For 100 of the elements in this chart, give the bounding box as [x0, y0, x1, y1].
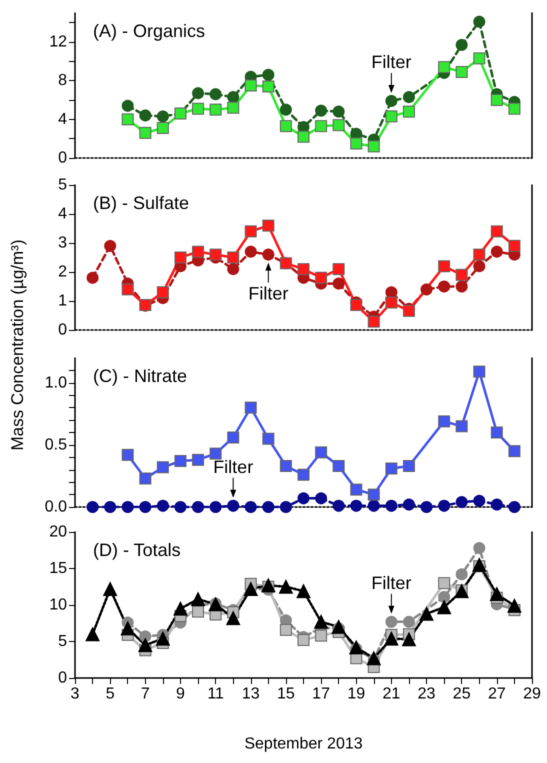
point — [456, 496, 468, 508]
y-tick-label: 4 — [58, 110, 68, 128]
x-tick-label: 29 — [523, 686, 541, 702]
point — [86, 272, 99, 284]
point — [315, 120, 328, 132]
chart-title: (B) - Sulfate — [93, 193, 190, 213]
point — [349, 640, 364, 654]
point — [122, 448, 134, 461]
point — [473, 16, 486, 28]
point — [298, 492, 310, 504]
point — [456, 420, 468, 432]
point — [192, 87, 204, 100]
point — [402, 460, 415, 472]
point — [156, 632, 170, 646]
point — [227, 263, 240, 276]
point — [244, 402, 257, 414]
y-tick-label: 0 — [58, 322, 68, 338]
chart-title: (D) - Totals — [93, 540, 181, 560]
x-tick-label: 13 — [242, 686, 260, 702]
point — [490, 426, 503, 438]
point — [490, 246, 503, 258]
y-tick-label: 2 — [58, 264, 68, 280]
point — [368, 500, 380, 512]
point — [226, 611, 240, 626]
x-tick-label: 15 — [277, 686, 295, 702]
point — [438, 590, 450, 603]
point — [385, 296, 398, 308]
point — [227, 102, 240, 114]
point — [490, 587, 504, 602]
point — [473, 248, 486, 261]
y-tick-label: 15 — [49, 560, 68, 577]
point — [490, 94, 503, 106]
point — [315, 104, 328, 117]
point — [210, 88, 222, 100]
point — [139, 126, 152, 139]
point — [366, 651, 381, 666]
point — [262, 248, 274, 261]
point — [332, 106, 345, 118]
chart-title: (C) - Nitrate — [93, 366, 187, 386]
point — [227, 500, 240, 512]
point — [192, 246, 204, 258]
point — [507, 598, 522, 613]
x-tick-label: 7 — [140, 686, 150, 702]
point — [173, 602, 188, 616]
point — [104, 501, 116, 513]
point — [438, 61, 450, 74]
y-axis-title: Mass Concentration (µg/m³) — [8, 239, 28, 451]
point — [104, 240, 116, 252]
point — [438, 415, 450, 428]
y-tick-label: 5 — [58, 176, 68, 194]
point — [192, 102, 204, 115]
chart-title: (A) - Organics — [93, 21, 206, 41]
point — [192, 606, 204, 618]
y-tick-label: 20 — [49, 524, 68, 540]
point — [139, 630, 152, 642]
point — [192, 454, 204, 466]
x-tick-label: 3 — [70, 686, 80, 702]
point — [332, 620, 346, 634]
point — [244, 80, 257, 92]
y-tick-label: 10 — [49, 596, 68, 614]
y-tick-label: 5 — [58, 633, 68, 650]
point — [508, 501, 520, 513]
point — [315, 272, 328, 284]
y-tick-label: 1.0 — [44, 374, 68, 392]
point — [139, 109, 152, 122]
point — [156, 110, 169, 122]
x-axis-title: September 2013 — [244, 736, 363, 752]
point — [456, 66, 468, 78]
point — [385, 462, 398, 475]
point — [368, 316, 380, 328]
point — [385, 94, 398, 107]
point — [456, 568, 468, 580]
point — [122, 113, 134, 126]
point — [332, 500, 345, 512]
point — [315, 492, 328, 504]
point — [280, 460, 292, 472]
point — [472, 558, 486, 572]
point — [438, 280, 450, 292]
x-tick-label: 5 — [106, 686, 115, 702]
point — [350, 500, 362, 512]
point — [262, 220, 274, 232]
x-tick-label: 21 — [382, 686, 400, 702]
point — [244, 225, 257, 238]
point — [456, 280, 468, 292]
point — [298, 634, 310, 646]
point — [315, 630, 328, 642]
point — [156, 286, 169, 298]
x-tick-label: 27 — [488, 686, 506, 702]
point — [278, 580, 293, 594]
point — [261, 578, 276, 592]
point — [438, 500, 450, 512]
y-tick-label: 12 — [49, 34, 68, 50]
y-tick-label: 4 — [58, 206, 68, 222]
point — [490, 498, 503, 511]
point — [122, 100, 134, 112]
point — [210, 104, 222, 116]
point — [350, 484, 362, 496]
point — [244, 501, 257, 513]
y-tick-label: 0 — [58, 150, 68, 166]
point — [122, 501, 134, 513]
